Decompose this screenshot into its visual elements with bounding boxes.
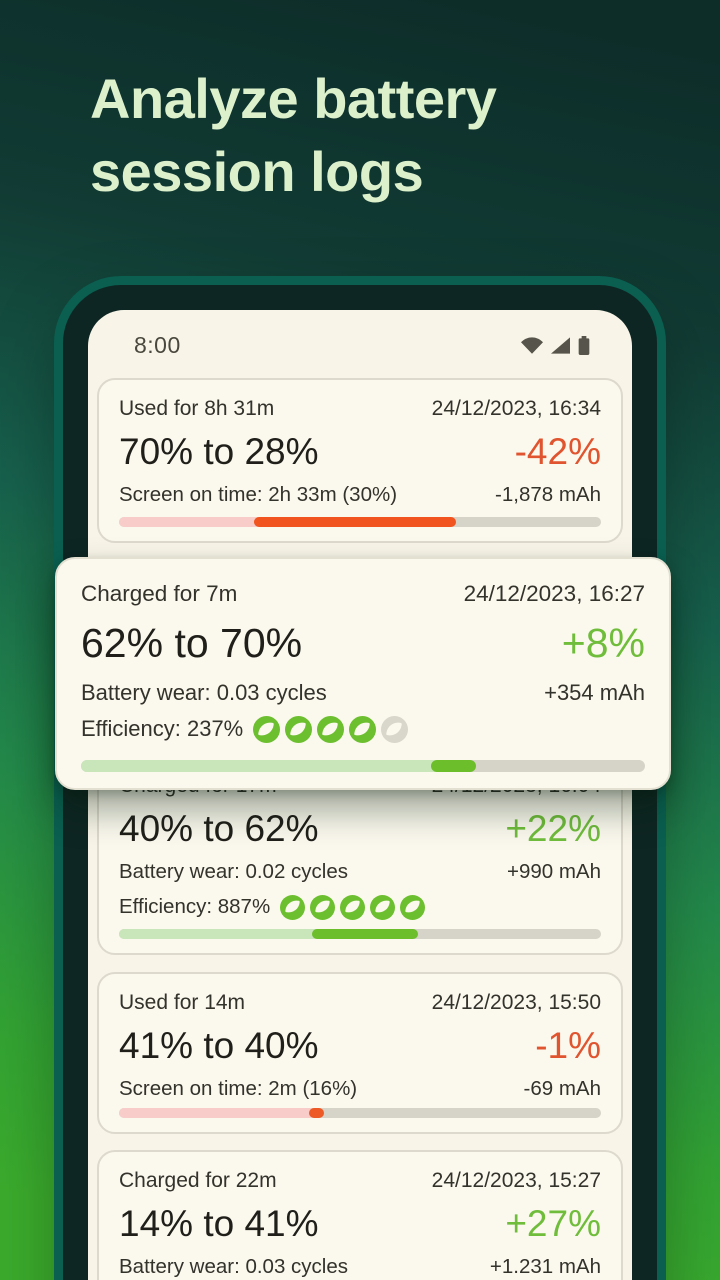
battery-delta: +22% <box>505 808 601 849</box>
leaf-icon <box>285 715 313 743</box>
bar-active-segment <box>311 929 418 939</box>
battery-progress-bar <box>81 760 645 772</box>
battery-delta: -42% <box>514 431 601 472</box>
leaf-icon <box>349 715 377 743</box>
page-title-line-1: Analyze battery <box>90 67 497 130</box>
efficiency-leaves <box>280 894 426 920</box>
battery-amount: -69 mAh <box>523 1077 601 1100</box>
bar-base-segment <box>119 517 259 527</box>
battery-amount: -1,878 mAh <box>495 483 601 506</box>
session-duration: Used for 14m <box>119 991 246 1014</box>
session-datetime: 24/12/2023, 16:34 <box>431 397 601 420</box>
page-title-line-2: session logs <box>90 140 424 203</box>
leaf-icon <box>381 715 409 743</box>
phone-frame: 8:00 Used for 8h 31m 24/12/2023, 16:34 7… <box>63 285 657 1280</box>
battery-delta: -1% <box>535 1025 601 1066</box>
battery-wear: Battery wear: 0.03 cycles <box>81 680 327 705</box>
session-card-used-14m[interactable]: Used for 14m 24/12/2023, 15:50 41% to 40… <box>97 972 623 1134</box>
bar-base-segment <box>81 760 437 772</box>
battery-progress-bar <box>119 517 601 527</box>
session-duration: Charged for 22m <box>119 1169 277 1192</box>
leaf-icon <box>340 894 366 920</box>
leaf-icon <box>310 894 336 920</box>
session-datetime: 24/12/2023, 15:27 <box>431 1169 601 1192</box>
screen-on-time: Screen on time: 2m (16%) <box>119 1077 358 1100</box>
leaf-icon <box>317 715 345 743</box>
battery-amount: +354 mAh <box>544 680 645 705</box>
phone-screen: 8:00 Used for 8h 31m 24/12/2023, 16:34 7… <box>88 310 632 1280</box>
screen-on-time: Screen on time: 2h 33m (30%) <box>119 483 398 506</box>
page-title: Analyze battery session logs <box>90 62 497 208</box>
session-card-charged-22m[interactable]: Charged for 22m 24/12/2023, 15:27 14% to… <box>97 1150 623 1280</box>
efficiency-label: Efficiency: 887% <box>119 895 271 918</box>
battery-wear: Battery wear: 0.03 cycles <box>119 1255 349 1278</box>
wifi-icon <box>521 336 543 354</box>
session-datetime: 24/12/2023, 16:27 <box>463 581 645 606</box>
battery-wear: Battery wear: 0.02 cycles <box>119 860 349 883</box>
battery-range: 40% to 62% <box>119 808 319 849</box>
leaf-icon <box>400 894 426 920</box>
leaf-icon <box>253 715 281 743</box>
battery-range: 70% to 28% <box>119 431 319 472</box>
battery-range: 41% to 40% <box>119 1025 319 1066</box>
battery-amount: +990 mAh <box>506 860 601 883</box>
leaf-icon <box>370 894 396 920</box>
status-bar: 8:00 <box>88 310 632 368</box>
efficiency-label: Efficiency: 237% <box>81 716 244 741</box>
battery-progress-bar <box>119 1108 601 1118</box>
battery-delta: +8% <box>561 620 645 666</box>
efficiency-leaves <box>253 715 409 743</box>
status-time: 8:00 <box>134 331 181 358</box>
status-icons <box>521 335 590 355</box>
bar-active-segment <box>309 1108 324 1118</box>
signal-icon <box>551 336 570 354</box>
battery-icon <box>578 335 590 355</box>
bar-base-segment <box>119 1108 312 1118</box>
session-datetime: 24/12/2023, 15:50 <box>431 991 601 1014</box>
battery-range: 14% to 41% <box>119 1203 319 1244</box>
battery-range: 62% to 70% <box>81 620 303 666</box>
bar-active-segment <box>253 517 457 527</box>
session-card-charged-7m-elevated[interactable]: Charged for 7m 24/12/2023, 16:27 62% to … <box>55 557 671 790</box>
battery-progress-bar <box>119 929 601 939</box>
leaf-icon <box>280 894 306 920</box>
battery-delta: +27% <box>505 1203 601 1244</box>
session-duration: Used for 8h 31m <box>119 397 275 420</box>
session-card-used-8h31m[interactable]: Used for 8h 31m 24/12/2023, 16:34 70% to… <box>97 378 623 543</box>
battery-amount: +1.231 mAh <box>489 1255 601 1278</box>
session-duration: Charged for 7m <box>81 581 238 606</box>
bar-active-segment <box>430 760 476 772</box>
bar-base-segment <box>119 929 317 939</box>
